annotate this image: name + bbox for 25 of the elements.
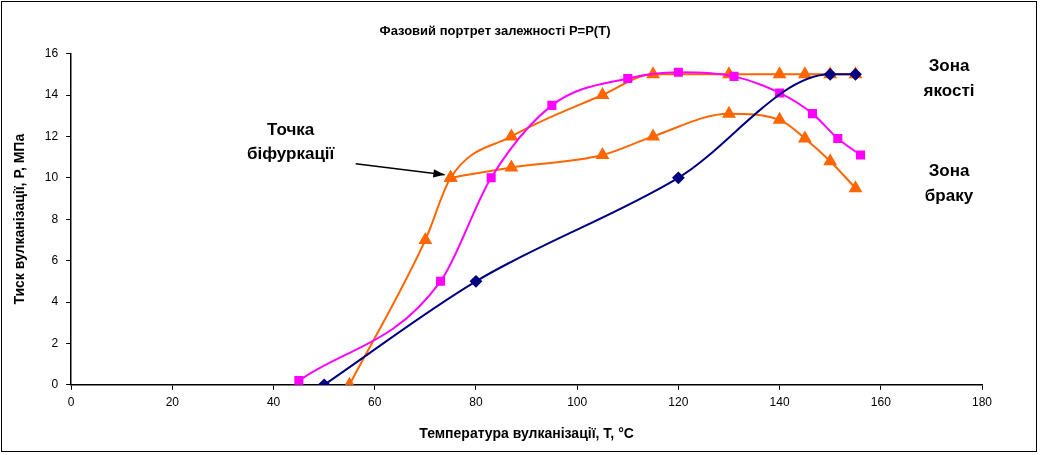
annotation: Зона браку	[924, 161, 974, 206]
y-tick-label: 14	[44, 87, 59, 102]
y-tick-label: 16	[44, 45, 59, 60]
x-tick-label: 160	[870, 395, 892, 410]
annotation: Зона якості	[922, 56, 975, 101]
x-axis-title: Температура вулканізації, T, °C	[419, 425, 634, 442]
y-tick-label: 10	[44, 170, 59, 185]
x-tick-label: 140	[769, 395, 790, 410]
y-tick-label: 8	[51, 211, 59, 226]
y-axis-title: Тиск вулканізації, P, МПа	[11, 133, 28, 305]
x-tick-label: 120	[668, 395, 689, 410]
annotation: Точка біфуркації	[246, 120, 336, 164]
x-tick-label: 60	[368, 395, 382, 410]
y-tick-label: 6	[51, 252, 59, 267]
y-tick-label: 4	[51, 294, 59, 309]
y-tick-label: 0	[51, 377, 59, 392]
x-tick-label: 0	[67, 395, 75, 410]
y-tick-label: 2	[51, 335, 59, 350]
x-tick-label: 40	[266, 395, 281, 410]
x-tick-label: 100	[567, 395, 588, 410]
x-tick-label: 20	[165, 395, 180, 410]
y-tick-label: 12	[44, 128, 59, 143]
chart-title: Фазовий портрет залежності P=P(T)	[379, 23, 611, 39]
x-tick-label: 180	[971, 395, 993, 410]
x-tick-label: 80	[469, 395, 483, 410]
